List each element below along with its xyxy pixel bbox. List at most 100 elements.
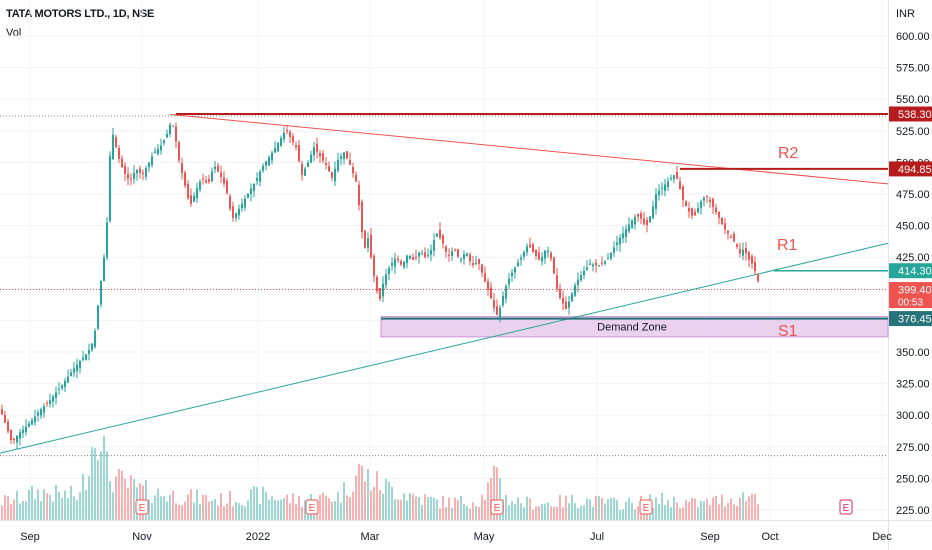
candle-body bbox=[502, 295, 504, 306]
candle-body bbox=[238, 208, 240, 216]
candle-body bbox=[145, 168, 147, 177]
volume-bar bbox=[463, 503, 465, 520]
descending-trendline bbox=[169, 113, 889, 185]
price-tag-bg bbox=[889, 106, 932, 122]
volume-bar bbox=[337, 491, 339, 520]
candle-body bbox=[346, 151, 348, 159]
candle-body bbox=[610, 252, 612, 259]
candle-body bbox=[490, 287, 492, 299]
candle-body bbox=[523, 252, 525, 257]
volume-bar bbox=[547, 502, 549, 520]
volume-bar bbox=[190, 488, 192, 520]
volume-bar bbox=[667, 500, 669, 520]
candle-body bbox=[268, 157, 270, 166]
volume-bar bbox=[349, 497, 351, 520]
candle-body bbox=[421, 253, 423, 255]
candle-body bbox=[547, 250, 549, 253]
candle-body bbox=[559, 288, 561, 298]
candle-body bbox=[274, 148, 276, 153]
candle-body bbox=[736, 244, 738, 247]
candle-body bbox=[550, 252, 552, 259]
volume-bar bbox=[739, 497, 741, 520]
y-tick-label: 475.00 bbox=[896, 189, 930, 201]
volume-bar bbox=[400, 499, 402, 520]
volume-bar bbox=[511, 501, 513, 520]
volume-bar bbox=[70, 485, 72, 520]
volume-bar bbox=[622, 509, 624, 520]
candle-body bbox=[580, 275, 582, 281]
volume-bar bbox=[574, 503, 576, 520]
volume-bar bbox=[526, 496, 528, 520]
volume-bar bbox=[4, 495, 6, 520]
candle-body bbox=[235, 213, 237, 219]
earnings-marker: E bbox=[490, 499, 504, 515]
candle-body bbox=[76, 364, 78, 372]
volume-bar bbox=[58, 492, 60, 520]
volume-bar bbox=[268, 499, 270, 520]
volume-bar bbox=[460, 496, 462, 520]
candle-body bbox=[7, 421, 9, 432]
candle-body bbox=[340, 156, 342, 159]
earnings-letter: E bbox=[494, 503, 501, 514]
candle-body bbox=[424, 252, 426, 258]
candle-body bbox=[34, 416, 36, 423]
candle-body bbox=[142, 172, 144, 174]
candle-body bbox=[613, 247, 615, 253]
candle-body bbox=[568, 301, 570, 308]
earnings-marker: E bbox=[639, 499, 653, 515]
volume-bar bbox=[169, 494, 171, 520]
volume-bar bbox=[376, 471, 378, 520]
candle-body bbox=[691, 208, 693, 216]
candle-body bbox=[553, 257, 555, 274]
volume-bar bbox=[679, 508, 681, 520]
volume-bar bbox=[172, 490, 174, 520]
volume-bar bbox=[76, 500, 78, 520]
candle-body bbox=[121, 158, 123, 168]
volume-bar bbox=[229, 490, 231, 520]
candle-body bbox=[688, 207, 690, 212]
volume-bar bbox=[280, 499, 282, 520]
candle-body bbox=[94, 330, 96, 347]
candle-body bbox=[727, 231, 729, 234]
volume-bar bbox=[454, 497, 456, 520]
earnings-marker: E bbox=[305, 499, 319, 515]
candle-body bbox=[676, 171, 678, 179]
volume-bar bbox=[49, 494, 51, 520]
volume-bar bbox=[493, 465, 495, 520]
earnings-marker: E bbox=[135, 499, 149, 515]
candle-body bbox=[397, 258, 399, 261]
candle-body bbox=[544, 250, 546, 259]
volume-bar bbox=[91, 447, 93, 520]
y-tick-label: 425.00 bbox=[896, 252, 930, 264]
volume-bar bbox=[616, 500, 618, 520]
candle-body bbox=[292, 136, 294, 143]
candle-body bbox=[106, 222, 108, 258]
volume-bar bbox=[220, 493, 222, 520]
candle-body bbox=[469, 254, 471, 261]
candle-body bbox=[529, 244, 531, 248]
candle-body bbox=[598, 265, 600, 267]
candle-body bbox=[649, 216, 651, 223]
volume-bar bbox=[97, 459, 99, 520]
candle-body bbox=[55, 392, 57, 398]
candle-body bbox=[103, 257, 105, 282]
candle-body bbox=[751, 256, 753, 264]
volume-bar bbox=[262, 486, 264, 520]
price-tag-494-85: 494.85 bbox=[889, 161, 932, 177]
volume-bar bbox=[304, 500, 306, 520]
price-tag-376-45: 376.45 bbox=[889, 311, 932, 327]
candle-body bbox=[415, 257, 417, 259]
candle-body bbox=[100, 280, 102, 305]
candle-body bbox=[151, 156, 153, 166]
volume-bar bbox=[106, 451, 108, 520]
volume-bar bbox=[55, 484, 57, 520]
volume-bar bbox=[661, 492, 663, 520]
level-annotation-s1: S1 bbox=[778, 323, 798, 340]
x-tick-label: Sep bbox=[20, 531, 40, 543]
volume-bar bbox=[673, 496, 675, 520]
volume-bar bbox=[514, 503, 516, 520]
volume-bar bbox=[82, 474, 84, 520]
candle-body bbox=[73, 368, 75, 373]
volume-bar bbox=[28, 489, 30, 520]
